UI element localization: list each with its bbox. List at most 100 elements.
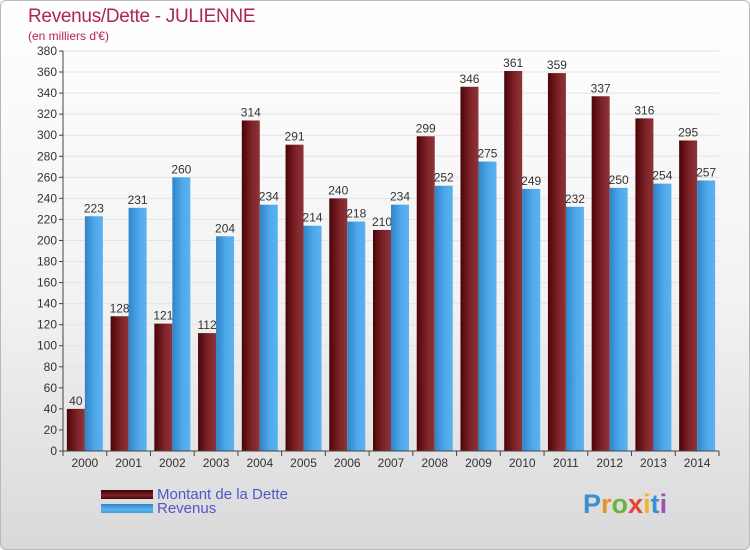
- bar-debt: [285, 144, 304, 451]
- bar-debt: [591, 96, 610, 452]
- data-label-debt: 314: [241, 105, 261, 119]
- legend-label-debt: Montant de la Dette: [157, 486, 288, 503]
- data-label-debt: 112: [197, 318, 216, 332]
- legend-swatch-revenus: [101, 504, 153, 513]
- y-tick-label: 60: [44, 381, 58, 395]
- bar-debt: [66, 408, 85, 451]
- data-label-revenus: 250: [609, 173, 629, 187]
- data-label-revenus: 204: [215, 221, 235, 235]
- x-tick-label: 2007: [378, 456, 405, 470]
- bar-debt: [504, 71, 523, 451]
- y-tick-label: 300: [37, 128, 57, 142]
- x-tick-label: 2008: [421, 456, 448, 470]
- data-label-revenus: 234: [259, 190, 279, 204]
- x-tick-label: 2011: [553, 456, 579, 470]
- bar-debt: [154, 323, 173, 451]
- data-label-debt: 337: [591, 81, 611, 95]
- x-tick-label: 2002: [159, 456, 186, 470]
- bar-revenus: [565, 206, 584, 451]
- logo-letter: r: [601, 489, 612, 519]
- x-tick-label: 2005: [290, 456, 317, 470]
- data-label-revenus: 223: [84, 201, 104, 215]
- data-label-revenus: 214: [303, 211, 323, 225]
- bar-debt: [198, 333, 217, 451]
- data-label-revenus: 232: [565, 192, 585, 206]
- y-tick-label: 260: [37, 170, 57, 184]
- bar-debt: [241, 120, 260, 451]
- data-label-debt: 361: [503, 56, 523, 70]
- y-tick-label: 100: [37, 339, 57, 353]
- data-label-revenus: 257: [696, 165, 716, 179]
- x-tick-label: 2000: [72, 456, 99, 470]
- y-tick-label: 120: [37, 318, 57, 332]
- bar-revenus: [697, 180, 716, 451]
- data-label-revenus: 254: [652, 169, 672, 183]
- bar-debt: [110, 316, 129, 451]
- bar-debt: [635, 118, 654, 452]
- bar-revenus: [303, 225, 322, 451]
- y-tick-label: 240: [37, 191, 57, 205]
- logo-letter: i: [643, 489, 651, 519]
- logo-letter: P: [583, 489, 602, 519]
- bar-revenus: [391, 204, 409, 451]
- data-label-debt: 291: [285, 130, 305, 144]
- data-label-revenus: 234: [390, 190, 410, 204]
- bar-revenus: [434, 185, 453, 451]
- data-label-revenus: 249: [521, 174, 541, 188]
- y-tick-label: 280: [37, 149, 57, 163]
- y-tick-label: 0: [50, 444, 57, 458]
- proxiti-logo: Proxiti: [583, 489, 667, 520]
- logo-letter: t: [650, 489, 660, 519]
- y-tick-label: 140: [37, 297, 57, 311]
- bar-revenus: [522, 188, 541, 452]
- bar-revenus: [172, 177, 191, 451]
- y-tick-label: 340: [37, 86, 57, 100]
- y-tick-label: 40: [44, 402, 58, 416]
- bar-revenus: [478, 161, 497, 452]
- y-tick-label: 80: [44, 360, 58, 374]
- y-tick-label: 360: [37, 65, 57, 79]
- data-label-debt: 316: [634, 103, 654, 117]
- bar-debt: [373, 229, 391, 451]
- bar-revenus: [609, 187, 628, 451]
- x-tick-label: 2006: [334, 456, 361, 470]
- y-tick-label: 180: [37, 255, 57, 269]
- legend-label-revenus: Revenus: [157, 500, 217, 517]
- data-label-debt: 40: [69, 394, 83, 408]
- bar-revenus: [216, 236, 235, 451]
- data-label-debt: 359: [547, 58, 567, 72]
- bar-revenus: [259, 204, 278, 451]
- bar-debt: [460, 86, 479, 451]
- data-label-debt: 346: [459, 72, 479, 86]
- data-label-debt: 121: [153, 309, 173, 323]
- x-tick-label: 2001: [115, 456, 142, 470]
- y-tick-label: 20: [44, 423, 58, 437]
- bar-debt: [547, 73, 566, 452]
- data-label-revenus: 218: [346, 207, 366, 221]
- legend-swatch-debt: [101, 490, 153, 499]
- y-tick-label: 200: [37, 233, 57, 247]
- data-label-debt: 240: [328, 183, 348, 197]
- y-tick-label: 380: [37, 44, 57, 58]
- data-label-revenus: 231: [128, 193, 148, 207]
- data-label-debt: 210: [372, 215, 392, 229]
- data-label-revenus: 260: [171, 162, 191, 176]
- bar-revenus: [128, 207, 147, 451]
- chart-title: Revenus/Dette - JULIENNE: [28, 6, 256, 27]
- x-tick-label: 2004: [246, 456, 273, 470]
- x-tick-label: 2003: [203, 456, 230, 470]
- logo-letter: o: [611, 489, 629, 519]
- data-label-revenus: 252: [434, 171, 454, 185]
- x-tick-label: 2012: [596, 456, 623, 470]
- data-label-revenus: 275: [477, 147, 497, 161]
- bar-debt: [679, 140, 698, 451]
- chart-subtitle: (en milliers d'€): [28, 29, 109, 43]
- logo-letter: i: [659, 489, 668, 519]
- bar-revenus: [653, 183, 672, 451]
- bar-revenus: [347, 221, 366, 451]
- x-tick-label: 2010: [509, 456, 536, 470]
- x-tick-label: 2013: [640, 456, 667, 470]
- x-tick-label: 2014: [684, 456, 711, 470]
